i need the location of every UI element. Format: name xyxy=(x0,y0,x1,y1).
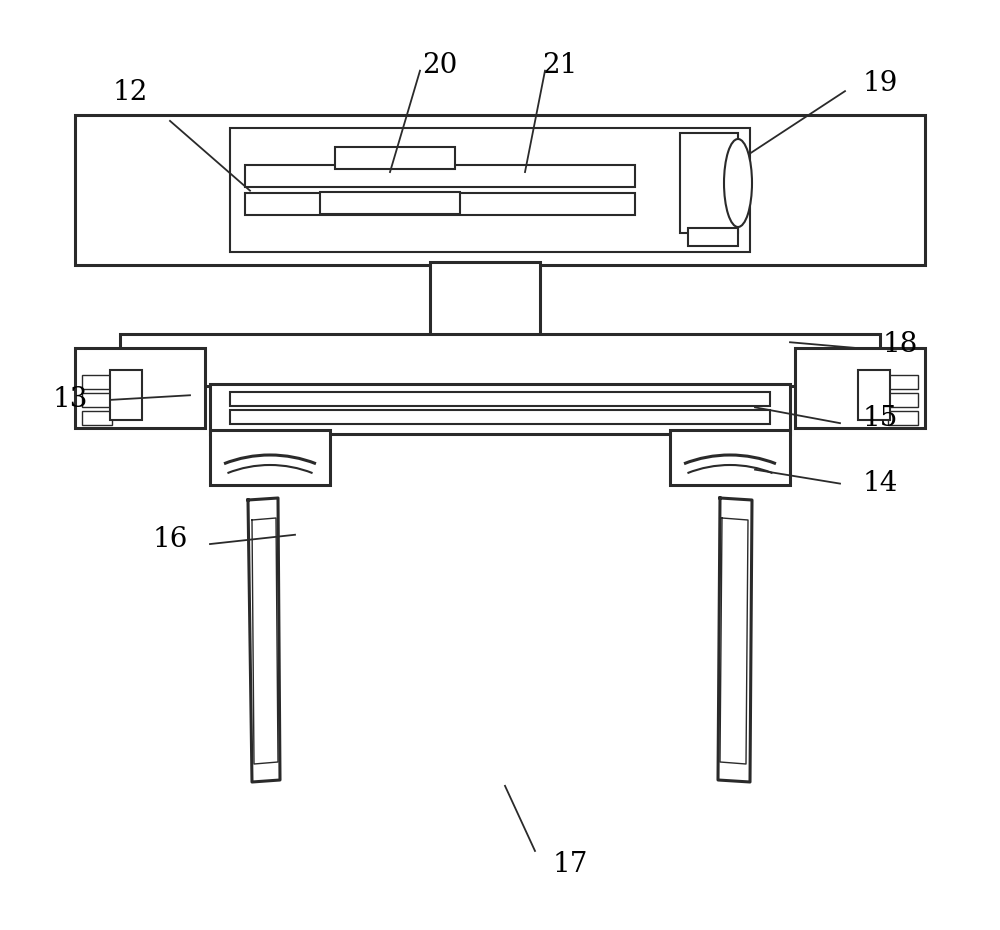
Bar xyxy=(82,411,112,425)
Bar xyxy=(335,147,455,169)
Bar xyxy=(858,370,890,420)
Bar xyxy=(82,393,112,407)
Bar xyxy=(670,430,790,485)
Text: 20: 20 xyxy=(422,51,458,79)
Bar xyxy=(795,348,925,428)
Bar xyxy=(888,411,918,425)
Text: 18: 18 xyxy=(882,330,918,358)
Bar xyxy=(75,115,925,265)
Bar xyxy=(245,165,635,187)
Text: 21: 21 xyxy=(542,51,578,79)
Bar xyxy=(320,192,460,214)
Bar xyxy=(210,384,790,434)
Ellipse shape xyxy=(724,139,752,227)
Text: 19: 19 xyxy=(862,70,898,98)
Text: 12: 12 xyxy=(112,79,148,107)
Polygon shape xyxy=(718,498,752,782)
Bar xyxy=(110,370,142,420)
Bar xyxy=(210,430,330,485)
Bar xyxy=(430,262,540,337)
Text: 14: 14 xyxy=(862,470,898,498)
Bar xyxy=(120,334,880,386)
Bar xyxy=(75,348,205,428)
Bar xyxy=(82,375,112,389)
Text: 15: 15 xyxy=(862,405,898,432)
Bar xyxy=(230,392,770,406)
Bar xyxy=(888,375,918,389)
Bar xyxy=(888,393,918,407)
Bar xyxy=(230,410,770,424)
Bar xyxy=(688,228,738,246)
Polygon shape xyxy=(248,498,280,782)
Text: 16: 16 xyxy=(152,525,188,553)
Bar xyxy=(245,193,635,215)
Text: 17: 17 xyxy=(552,851,588,879)
Bar xyxy=(230,128,750,252)
Bar xyxy=(680,133,738,233)
Text: 13: 13 xyxy=(52,386,88,414)
